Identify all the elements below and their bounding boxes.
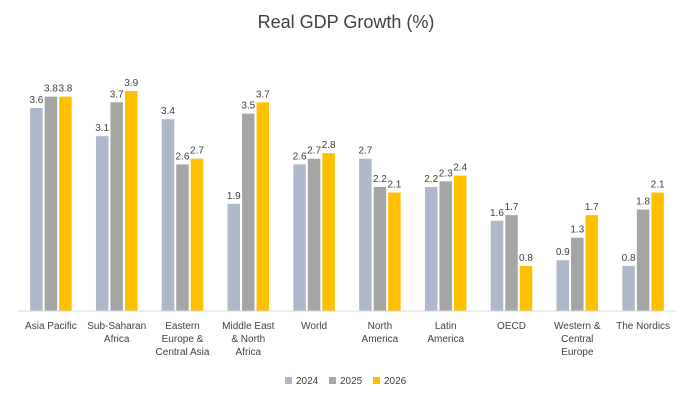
bar xyxy=(161,119,175,312)
bar xyxy=(556,260,570,311)
data-label: 2.7 xyxy=(190,146,204,157)
chart-title: Real GDP Growth (%) xyxy=(258,12,435,32)
bar xyxy=(359,158,372,311)
bar xyxy=(424,186,438,311)
bar xyxy=(585,215,599,311)
category-label: Latin America xyxy=(427,321,464,345)
data-label: 2.6 xyxy=(176,151,190,162)
data-label: 2.1 xyxy=(387,180,401,191)
data-label: 0.9 xyxy=(556,247,570,258)
bar xyxy=(95,136,109,311)
data-label: 1.7 xyxy=(505,202,519,213)
category-label: North America xyxy=(362,321,399,345)
data-label: 2.6 xyxy=(293,151,307,162)
data-label: 3.8 xyxy=(44,84,58,95)
data-label: 3.6 xyxy=(29,95,43,106)
bar xyxy=(124,91,138,311)
data-label: 3.1 xyxy=(95,123,109,134)
category-labels: Asia Pacific Sub-Saharan Africa Eastern Euro… xyxy=(25,321,670,358)
bar xyxy=(388,192,401,311)
data-label: 1.6 xyxy=(490,208,504,219)
bar xyxy=(636,209,650,311)
category-label: Sub-Saharan Africa xyxy=(87,321,146,345)
data-label: 3.4 xyxy=(161,106,175,117)
legend-swatch xyxy=(373,377,380,384)
bar xyxy=(227,203,241,311)
bar xyxy=(453,175,467,311)
category-label: Asia Pacific xyxy=(25,321,77,332)
bar xyxy=(439,181,452,311)
bar xyxy=(44,96,58,312)
bar xyxy=(242,113,255,311)
data-label: 1.8 xyxy=(636,196,650,207)
bar xyxy=(322,153,335,311)
legend-swatch xyxy=(329,377,336,384)
category-label: Middle East & North Africa xyxy=(222,321,274,358)
bar xyxy=(176,164,189,311)
bar xyxy=(651,192,664,311)
data-label: 1.3 xyxy=(570,225,584,236)
bar xyxy=(59,96,72,312)
legend-label: 2025 xyxy=(340,376,363,387)
bar xyxy=(293,164,306,311)
data-label: 0.8 xyxy=(519,253,533,264)
data-label: 3.9 xyxy=(124,78,138,89)
data-label: 3.8 xyxy=(58,84,72,95)
category-label: World xyxy=(301,321,327,332)
bar xyxy=(307,158,321,311)
bar xyxy=(373,186,387,311)
data-label: 2.7 xyxy=(307,146,321,157)
bar xyxy=(256,102,270,311)
data-label: 3.7 xyxy=(110,89,124,100)
data-label: 3.7 xyxy=(256,89,270,100)
data-label: 1.7 xyxy=(585,202,599,213)
data-label: 2.4 xyxy=(453,163,467,174)
category-label: The Nordics xyxy=(616,321,670,332)
bar xyxy=(110,102,123,311)
data-label: 1.9 xyxy=(227,191,241,202)
data-label: 2.8 xyxy=(322,140,336,151)
data-label: 2.2 xyxy=(424,174,438,185)
data-label: 2.3 xyxy=(439,168,453,179)
category-label: Eastern Europe & Central Asia xyxy=(156,321,210,358)
category-label: Western & Central Europe xyxy=(554,321,601,358)
bar xyxy=(519,265,533,311)
data-label: 0.8 xyxy=(622,253,636,264)
bar xyxy=(490,220,504,311)
bar xyxy=(30,107,43,312)
data-label: 2.7 xyxy=(358,146,372,157)
bar xyxy=(190,158,204,311)
legend: 2024 2025 2026 xyxy=(285,376,407,387)
data-label: 3.5 xyxy=(241,101,255,112)
bar xyxy=(505,215,518,311)
data-label: 2.2 xyxy=(373,174,387,185)
legend-label: 2024 xyxy=(296,376,319,387)
category-label: OECD xyxy=(497,321,526,332)
bar xyxy=(571,237,584,311)
data-label: 2.1 xyxy=(651,180,665,191)
legend-swatch xyxy=(285,377,292,384)
plot-area: 3.63.8 3.83.13.73.93.42.62.71.93.53.72.62… xyxy=(29,78,665,312)
legend-label: 2026 xyxy=(384,376,407,387)
bar xyxy=(622,265,635,311)
